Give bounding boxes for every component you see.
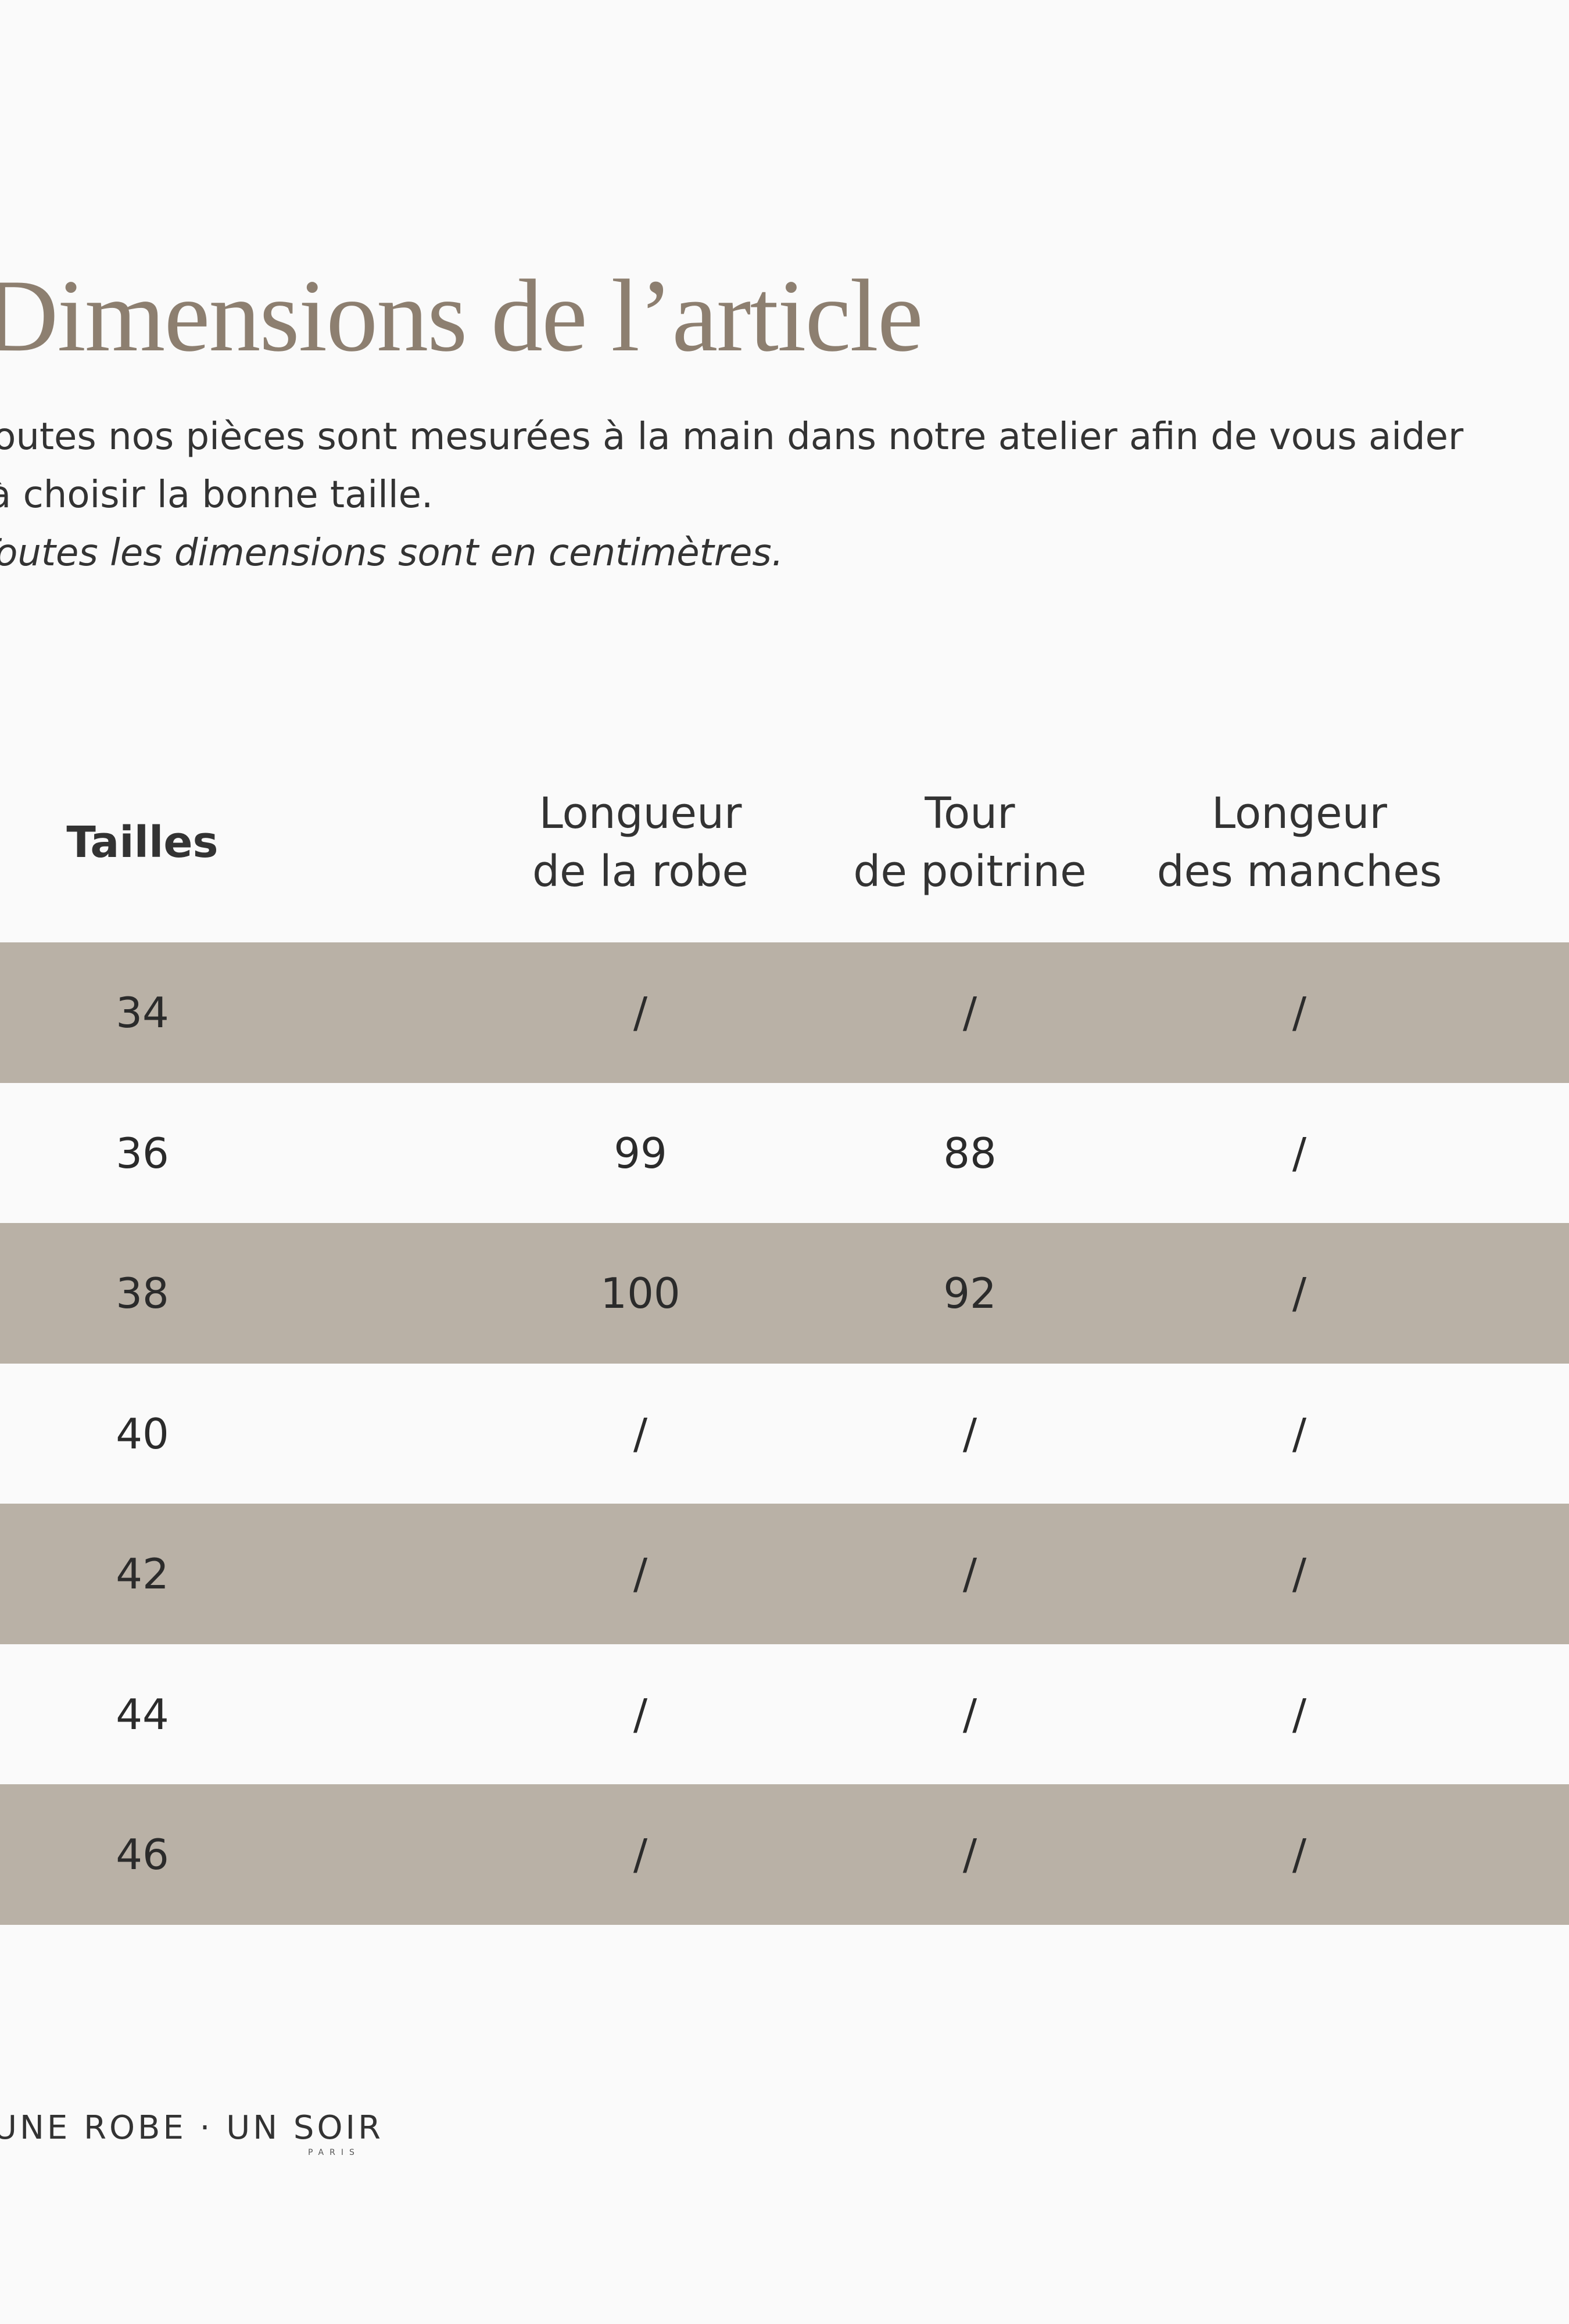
column-header: Tour de poitrine xyxy=(853,784,1086,901)
header-line: des manches xyxy=(1156,847,1442,896)
header-line: de la robe xyxy=(532,847,749,896)
header-line: Longueur xyxy=(539,788,742,838)
title: Dimensions de l’article xyxy=(0,258,923,373)
table-cell: / xyxy=(633,1690,648,1739)
table-cell: / xyxy=(1292,1269,1307,1318)
table-cell: 46 xyxy=(116,1830,169,1879)
table-cell: 92 xyxy=(943,1269,997,1318)
intro-line: Toutes nos pièces sont mesurées à la mai… xyxy=(0,415,1464,458)
table-cell: / xyxy=(1292,1830,1307,1879)
table-cell: 99 xyxy=(614,1128,667,1178)
table-row: 44 / / / xyxy=(0,1644,1569,1785)
table-cell: / xyxy=(633,1409,648,1458)
intro-line: à choisir la bonne taille. xyxy=(0,474,434,517)
table-cell: / xyxy=(962,1409,977,1458)
table-cell: 36 xyxy=(116,1128,169,1178)
header-line: Longeur xyxy=(1212,788,1387,838)
table-cell: 34 xyxy=(116,988,169,1037)
table-cell: 38 xyxy=(116,1269,169,1318)
header-line: de poitrine xyxy=(853,847,1087,896)
table-cell: / xyxy=(633,1550,648,1598)
note: Toutes les dimensions sont en centimètre… xyxy=(0,532,784,575)
table-cell: / xyxy=(962,988,977,1037)
table-cell: / xyxy=(1292,988,1307,1037)
table-cell: / xyxy=(962,1830,977,1879)
table-cell: / xyxy=(962,1550,977,1598)
table-cell: 88 xyxy=(943,1128,997,1178)
table-row: 40 / / / xyxy=(0,1364,1569,1504)
table-row: 34 / / / xyxy=(0,942,1569,1083)
table-cell: 100 xyxy=(600,1269,680,1318)
table-cell: / xyxy=(962,1690,977,1739)
column-header: Tailles xyxy=(66,813,218,871)
table-cell: / xyxy=(1292,1409,1307,1458)
table-cell: 42 xyxy=(116,1550,169,1598)
table-cell: 44 xyxy=(116,1690,169,1739)
table-cell: / xyxy=(633,988,648,1037)
table-cell: / xyxy=(1292,1690,1307,1739)
table-cell: 40 xyxy=(116,1409,169,1458)
table-row: 36 99 88 / xyxy=(0,1083,1569,1224)
column-header: Longueur de la robe xyxy=(532,784,748,901)
brand-logo: UNE ROBE · UN SOIR xyxy=(0,2109,384,2147)
brand-city: PARIS xyxy=(308,2148,360,2157)
table-cell: / xyxy=(633,1830,648,1879)
table-cell: / xyxy=(1292,1128,1307,1178)
table-cell: / xyxy=(1292,1550,1307,1598)
table-row: 42 / / / xyxy=(0,1504,1569,1644)
table-row: 46 / / / xyxy=(0,1784,1569,1925)
header-line: Tailles xyxy=(66,817,218,867)
table-row: 38 100 92 / xyxy=(0,1223,1569,1364)
header-line: Tour xyxy=(925,788,1015,838)
column-header: Longeur des manches xyxy=(1157,784,1442,901)
